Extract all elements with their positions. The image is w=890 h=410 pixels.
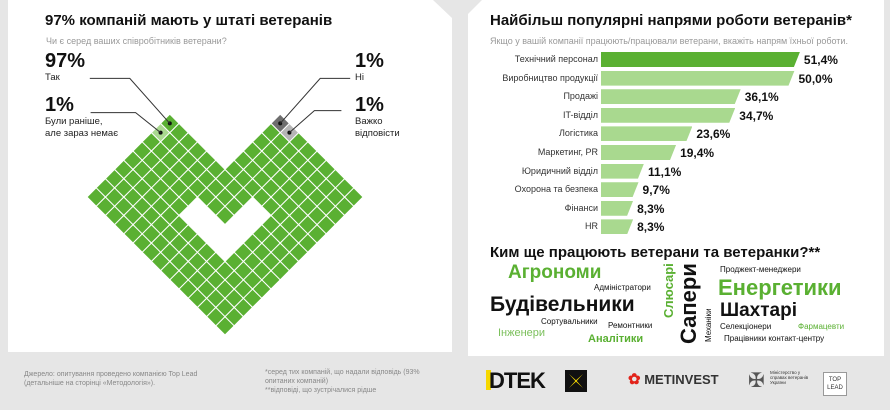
directions-card: Найбільш популярні напрями роботи ветера… <box>468 0 884 356</box>
bar-label: Фінанси <box>564 202 598 213</box>
word: Працівники контакт-центру <box>724 334 825 343</box>
answer-yes-pct: 97% <box>45 50 86 72</box>
bar-row: Фінанси 8,3% <box>468 201 884 216</box>
source-note: Джерело: опитування проведено компанією … <box>24 371 198 387</box>
leader-line <box>289 110 342 133</box>
bar <box>601 182 639 197</box>
veterans-share-card: 97% компаній мають у штаті ветеранів Чи … <box>8 0 452 352</box>
word: Енергетики <box>718 275 842 300</box>
bar <box>601 52 800 67</box>
word: Будівельники <box>490 293 635 316</box>
answer-past-label: Були раніше, але зараз немає <box>45 116 119 139</box>
word: Ремонтники <box>608 321 653 330</box>
word: Інженери <box>498 327 546 339</box>
bar-row: Продажі 36,1% <box>468 89 884 105</box>
heart-grid <box>86 77 364 336</box>
footnote-1: *серед тих компаній, що надали відповідь… <box>265 369 420 385</box>
bar <box>601 219 633 234</box>
bar-label: HR <box>585 221 598 232</box>
bar-label: Технічний персонал <box>514 54 598 64</box>
word: Проджект-менеджери <box>720 265 801 274</box>
bar-value: 36,1% <box>744 90 779 105</box>
bar-label: IT-відділ <box>562 109 598 120</box>
bar-row: Виробництво продукції 50,0% <box>468 71 884 86</box>
leader-line <box>90 112 161 133</box>
dtek-logo: DTEK <box>486 370 546 392</box>
answer-no-label: Ні <box>355 72 364 83</box>
bar-label: Логістика <box>559 128 598 139</box>
chart-title: Найбільш популярні напрями роботи ветера… <box>490 12 852 29</box>
bar-value: 8,3% <box>637 220 665 235</box>
bar-value: 23,6% <box>696 127 731 142</box>
word: Механіки <box>704 308 713 342</box>
word: Фармацевти <box>798 322 845 331</box>
bar-label: Маркетинг, PR <box>537 147 598 157</box>
footnote-2: **відповіді, що зустрічалися рідше <box>265 387 377 394</box>
left-question: Чи є серед ваших співробітників ветерани… <box>46 36 227 46</box>
ministry-emblem-icon: ✠ <box>748 370 765 392</box>
bar <box>601 71 795 86</box>
bar-value: 8,3% <box>637 201 665 216</box>
word: Сортувальники <box>541 317 598 326</box>
bar-value: 9,7% <box>642 183 670 198</box>
bar-value: 19,4% <box>680 146 715 160</box>
leader-line <box>89 77 171 124</box>
word: Адміністратори <box>594 283 651 292</box>
bar <box>601 145 676 160</box>
leader-line <box>279 77 351 124</box>
cloud-title: Ким ще працюють ветерани та ветеранки?** <box>490 244 821 261</box>
word: Аналітики <box>588 333 644 345</box>
bar-label: Виробництво продукції <box>502 72 598 83</box>
bar-row: Охорона та безпека 9,7% <box>468 182 884 198</box>
word: Шахтарі <box>720 300 797 321</box>
metinvest-logo: ✿ METINVEST <box>628 371 719 388</box>
bar-value: 50,0% <box>798 71 833 86</box>
toplead-logo: TOP LEAD <box>823 372 847 396</box>
bar-row: Технічний персонал 51,4% <box>468 52 884 67</box>
bar-row: Логістика 23,6% <box>468 126 884 142</box>
bar-value: 11,1% <box>647 164 682 179</box>
answer-unsure-label: Важко відповісти <box>355 116 400 139</box>
bar-row: HR 8,3% <box>468 219 884 235</box>
bar-row: Маркетинг, PR 19,4% <box>468 145 884 160</box>
word: Слюсарі <box>661 263 676 318</box>
bar-value: 34,7% <box>739 108 774 123</box>
ministry-logo: ✠ Міністерство у справах ветеранів Украї… <box>748 370 809 392</box>
answer-unsure-pct: 1% <box>355 94 384 116</box>
bar-label: Продажі <box>563 91 598 102</box>
bar-row: Юридичний відділ 11,1% <box>468 164 884 179</box>
bar-label: Охорона та безпека <box>514 184 598 195</box>
left-title: 97% компаній мають у штаті ветеранів <box>45 12 333 29</box>
energy-logo <box>565 370 587 392</box>
bar-row: IT-відділ 34,7% <box>468 108 884 123</box>
chart-subtitle: Якщо у вашій компанії працюють/працювали… <box>490 36 848 46</box>
bar-value: 51,4% <box>803 53 838 67</box>
answer-past-pct: 1% <box>45 94 74 116</box>
bar <box>601 164 644 179</box>
bar-label: Юридичний відділ <box>521 165 598 176</box>
answer-no-pct: 1% <box>355 50 384 72</box>
bar <box>601 89 741 104</box>
word: Сапери <box>676 263 701 344</box>
answer-yes-label: Так <box>45 72 60 83</box>
bar <box>601 126 692 141</box>
word: Агрономи <box>508 262 602 283</box>
bar <box>601 201 633 216</box>
bar <box>601 108 735 123</box>
word: Селекціонери <box>720 322 772 331</box>
metinvest-icon: ✿ <box>628 371 641 388</box>
